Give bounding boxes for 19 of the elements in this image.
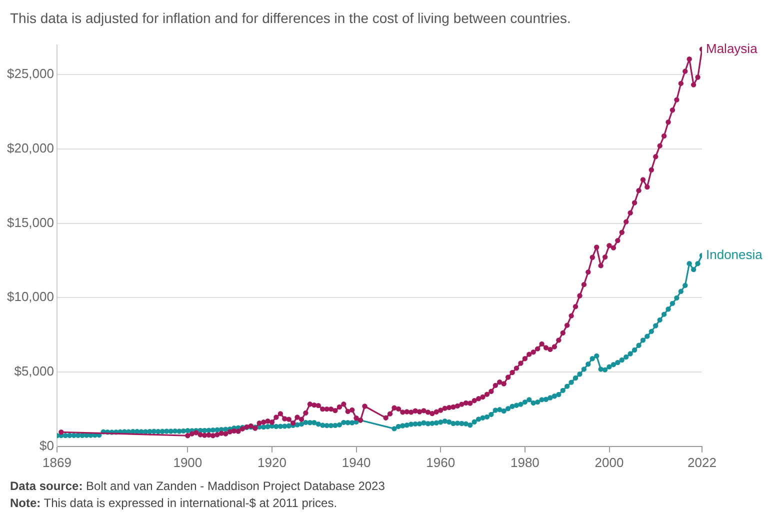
series-label: Malaysia (706, 40, 758, 56)
x-tick-label: 1920 (258, 454, 286, 470)
x-tick-label: 2000 (594, 454, 624, 470)
chart-subtitle: This data is adjusted for inflation and for differences in the cost of living between countries. (10, 10, 571, 26)
x-tick-label: 2022 (688, 454, 716, 470)
x-tick-label: 1980 (510, 454, 540, 470)
x-tick-label: 1960 (426, 454, 456, 470)
y-tick-label: $0 (40, 438, 54, 453)
x-tick-label: 1900 (173, 454, 202, 470)
series-label: Indonesia (706, 246, 764, 262)
y-tick-label: $15,000 (6, 214, 54, 230)
y-tick-label: $20,000 (6, 140, 54, 156)
x-tick-label: 1869 (42, 454, 72, 470)
text: Note: This data is expressed in international-$ at 2011 prices. (10, 495, 338, 512)
source-note: Data source: Bolt and van Zanden - Maddison Project Database 2023 (10, 478, 385, 495)
y-tick-label: $25,000 (6, 66, 54, 82)
x-tick-label: 1940 (342, 454, 371, 470)
y-tick-label: $10,000 (6, 289, 54, 304)
y-tick-label: $5,000 (14, 364, 54, 379)
